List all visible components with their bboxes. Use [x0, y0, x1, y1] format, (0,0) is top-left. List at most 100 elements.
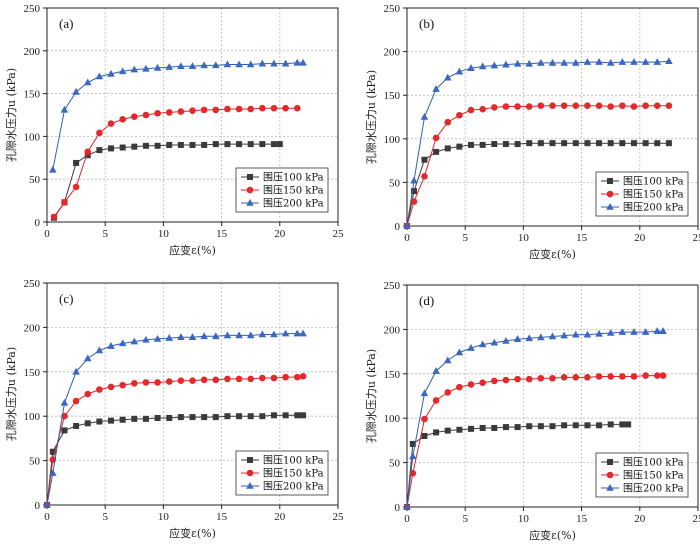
legend-label: 围压100 kPa [623, 457, 684, 469]
legend-label: 围压200 kPa [623, 202, 684, 214]
data-point [537, 423, 544, 430]
data-point [43, 501, 51, 508]
x-tick-label: 10 [518, 232, 530, 244]
data-point [107, 383, 115, 391]
data-point [491, 104, 498, 111]
data-point [212, 376, 220, 384]
data-point [526, 423, 533, 430]
data-point [50, 213, 58, 221]
x-tick-label: 20 [274, 511, 286, 523]
data-point [60, 398, 69, 406]
legend-label: 围压200 kPa [623, 483, 684, 495]
data-point [606, 328, 615, 336]
data-point [653, 102, 661, 109]
x-tick-label: 15 [576, 232, 588, 244]
data-point [49, 165, 57, 173]
legend-label: 围压150 kPa [263, 185, 324, 197]
data-point [653, 372, 661, 379]
data-point [665, 140, 672, 147]
data-point [188, 333, 197, 340]
data-point [177, 62, 185, 70]
data-point [235, 331, 243, 339]
data-point [456, 426, 463, 433]
data-point [258, 330, 267, 338]
data-point [61, 427, 68, 434]
data-point [420, 389, 429, 397]
data-point [270, 374, 278, 382]
data-point [659, 327, 667, 334]
legend-item-100kpa: 围压100 kPa [601, 457, 684, 469]
x-axis-title: 应变ε(%) [529, 247, 576, 261]
x-tick-label: 15 [216, 511, 228, 523]
data-point [502, 103, 510, 110]
data-point [618, 328, 627, 335]
data-point [293, 329, 302, 337]
data-point [247, 375, 254, 383]
data-point [560, 58, 568, 66]
data-point [224, 105, 231, 113]
data-point [259, 104, 266, 112]
data-point [282, 373, 289, 381]
data-point [84, 420, 91, 427]
data-point [73, 422, 80, 429]
data-point [211, 61, 220, 69]
data-point [525, 59, 534, 67]
data-point [96, 386, 103, 393]
data-point [502, 141, 509, 148]
data-point [584, 374, 591, 381]
y-tick-label: 50 [29, 456, 41, 468]
data-point [491, 141, 498, 148]
data-point [131, 380, 138, 387]
data-point [153, 334, 162, 342]
x-tick-label: 5 [462, 513, 468, 525]
data-point [630, 103, 638, 110]
data-point [154, 142, 161, 149]
data-point [659, 372, 667, 379]
data-point [200, 61, 208, 69]
series-200kpa [43, 329, 307, 508]
y-tick-label: 100 [24, 131, 41, 143]
legend-item-150kpa: 围压150 kPa [601, 470, 684, 482]
data-point [177, 377, 185, 384]
data-point [665, 102, 673, 109]
data-point [549, 374, 556, 382]
data-point [281, 329, 290, 337]
legend-marker [246, 482, 254, 489]
plot-frame [406, 284, 699, 508]
data-point [596, 140, 603, 147]
legend-marker [246, 469, 254, 477]
data-point [607, 421, 614, 428]
data-point [166, 141, 173, 148]
data-point [665, 57, 673, 64]
data-point [119, 144, 126, 151]
legend-item-150kpa: 围压150 kPa [241, 468, 324, 480]
data-point [595, 373, 603, 380]
data-point [537, 102, 545, 109]
data-point [200, 332, 208, 340]
data-point [490, 338, 499, 346]
data-point [630, 140, 637, 147]
data-point [108, 417, 115, 424]
data-point [514, 424, 521, 431]
data-point [444, 145, 451, 152]
x-tick-label: 0 [44, 228, 50, 240]
data-point [165, 334, 174, 341]
y-tick-label: 250 [384, 280, 401, 292]
data-point [584, 422, 591, 429]
data-point [410, 198, 418, 205]
y-tick-label: 100 [384, 134, 401, 146]
panel-label: (b) [419, 16, 434, 31]
data-point [572, 374, 580, 381]
y-tick-label: 0 [35, 500, 41, 512]
data-point [118, 339, 127, 347]
data-point [107, 342, 115, 349]
data-point [654, 140, 661, 147]
legend-label: 围压100 kPa [623, 176, 684, 188]
data-point [293, 373, 301, 381]
data-point [130, 337, 139, 345]
data-point [537, 374, 545, 382]
data-point [560, 102, 568, 109]
data-point [72, 367, 80, 375]
